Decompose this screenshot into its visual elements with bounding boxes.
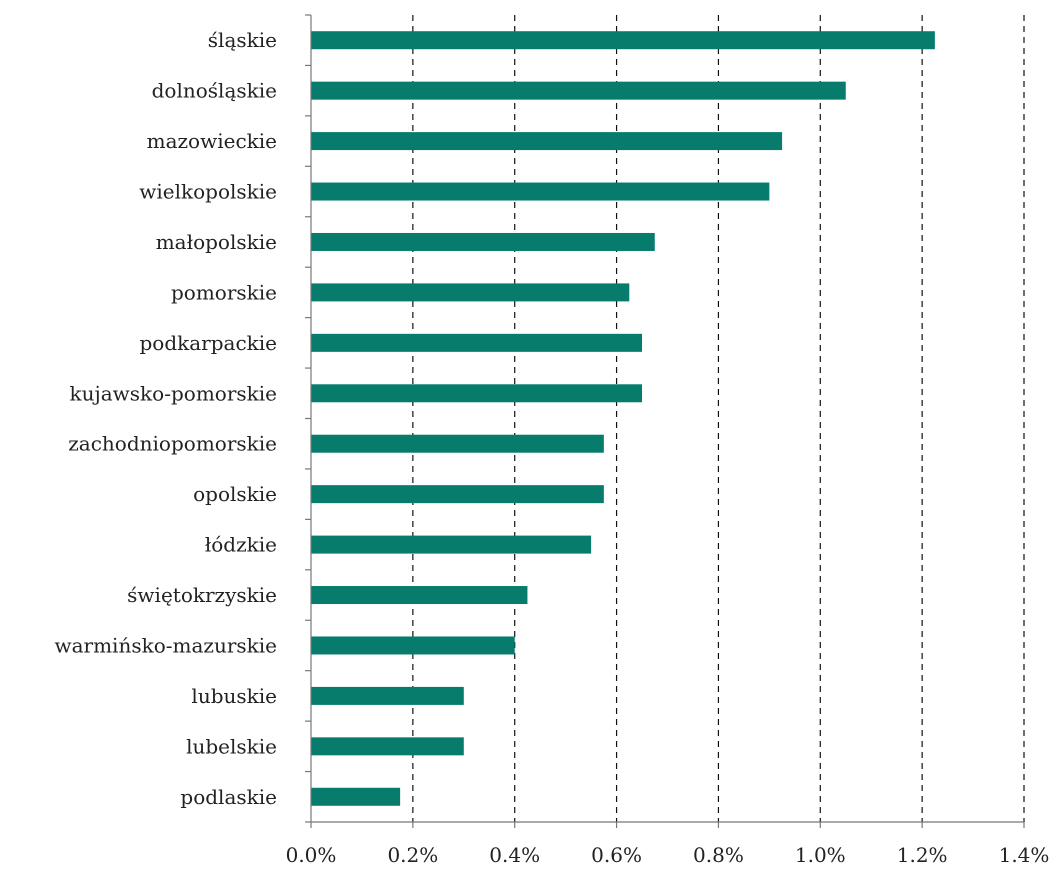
- bar: [311, 132, 783, 151]
- bar: [311, 31, 935, 50]
- bar: [311, 182, 770, 201]
- category-label: dolnośląskie: [152, 79, 277, 103]
- category-label: wielkopolskie: [139, 180, 277, 204]
- bars: [311, 31, 935, 806]
- bar: [311, 333, 643, 352]
- bar: [311, 232, 655, 251]
- category-label: lubelskie: [186, 734, 277, 758]
- category-labels: śląskie dolnośląskie mazowieckie wielkopols…: [54, 28, 277, 809]
- bar: [311, 434, 604, 453]
- x-tick-label: 1.4%: [999, 843, 1050, 867]
- category-label: podkarpackie: [139, 331, 277, 355]
- x-tick-label: 0.0%: [286, 843, 337, 867]
- category-label: małopolskie: [156, 230, 277, 254]
- category-label: kujawsko-pomorskie: [70, 381, 277, 405]
- x-tick-label: 0.4%: [489, 843, 540, 867]
- bar: [311, 384, 643, 403]
- category-label: zachodniopomorskie: [68, 432, 277, 456]
- x-tick-label: 0.2%: [387, 843, 438, 867]
- bar: [311, 737, 464, 756]
- category-label: podlaskie: [180, 785, 277, 809]
- bar: [311, 686, 464, 705]
- category-label: mazowieckie: [147, 129, 277, 153]
- bar: [311, 81, 846, 100]
- x-tick-label: 0.8%: [693, 843, 744, 867]
- bar: [311, 485, 604, 504]
- bar: [311, 787, 401, 806]
- x-tick-labels: 0.0% 0.2% 0.4% 0.6% 0.8% 1.0% 1.2% 1.4%: [286, 843, 1050, 867]
- category-label: pomorskie: [171, 280, 277, 304]
- axes: [305, 14, 1025, 828]
- category-label: lubuskie: [191, 684, 277, 708]
- category-label: warmińsko-mazurskie: [54, 633, 277, 657]
- category-label: śląskie: [208, 28, 277, 52]
- bar: [311, 535, 592, 554]
- x-tick-label: 1.0%: [795, 843, 846, 867]
- x-tick-label: 0.6%: [591, 843, 642, 867]
- bar: [311, 636, 515, 655]
- category-label: łódzkie: [205, 533, 277, 557]
- bar: [311, 283, 630, 302]
- bar: [311, 586, 528, 605]
- x-tick-label: 1.2%: [897, 843, 948, 867]
- category-label: opolskie: [193, 482, 277, 506]
- category-label: świętokrzyskie: [127, 583, 277, 607]
